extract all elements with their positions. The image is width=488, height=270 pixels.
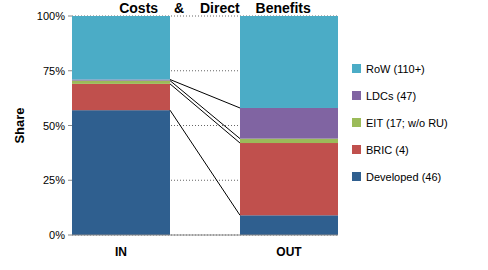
bar-segment: [240, 139, 338, 143]
connector-line: [170, 81, 240, 139]
tick-label: 0%: [49, 229, 65, 241]
legend-label: RoW (110+): [366, 63, 425, 75]
legend-key: [352, 172, 361, 181]
tick-mark: [68, 125, 72, 126]
title: Costs & Direct Benefits: [119, 0, 311, 16]
connector-line: [170, 84, 240, 143]
grid-line: [72, 235, 338, 236]
legend-key: [352, 145, 361, 154]
connectors: [170, 80, 240, 216]
tick-label: 75%: [43, 65, 65, 77]
legend-label: LDCs (47): [366, 90, 416, 102]
category-label: OUT: [276, 245, 302, 259]
tick-label: 100%: [37, 10, 65, 22]
x-axis-line: [72, 235, 338, 236]
bar-segment: [72, 80, 170, 81]
legend-label: BRIC (4): [366, 144, 409, 156]
connector-line: [170, 110, 240, 215]
legend-key: [352, 118, 361, 127]
tick-label: 50%: [43, 120, 65, 132]
bar-segment: [72, 110, 170, 235]
bar-segment: [72, 84, 170, 110]
bar-segment: [240, 16, 338, 108]
y-axis-label: Share: [12, 107, 27, 143]
tick-mark: [68, 16, 72, 17]
legend-label: Developed (46): [366, 171, 441, 183]
chart: Costs & Direct Benefits Share 0% 25% 50% 75% 1…: [0, 0, 488, 270]
legend-key: [352, 91, 361, 100]
tick-mark: [68, 180, 72, 181]
tick-label: 25%: [43, 174, 65, 186]
tick-mark: [68, 235, 72, 236]
bar-segment: [240, 143, 338, 215]
bar-segment: [72, 81, 170, 84]
connector-line: [170, 80, 240, 108]
category-label: IN: [115, 245, 127, 259]
bars: [72, 16, 338, 235]
tick-mark: [68, 70, 72, 71]
bar-segment: [240, 108, 338, 139]
bar-segment: [240, 215, 338, 235]
bar-segment: [72, 16, 170, 80]
legend-label: EIT (17; w/o RU): [366, 117, 448, 129]
legend: RoW (110+) LDCs (47) EIT (17; w/o RU) BRIC …: [352, 63, 448, 183]
legend-key: [352, 64, 361, 73]
